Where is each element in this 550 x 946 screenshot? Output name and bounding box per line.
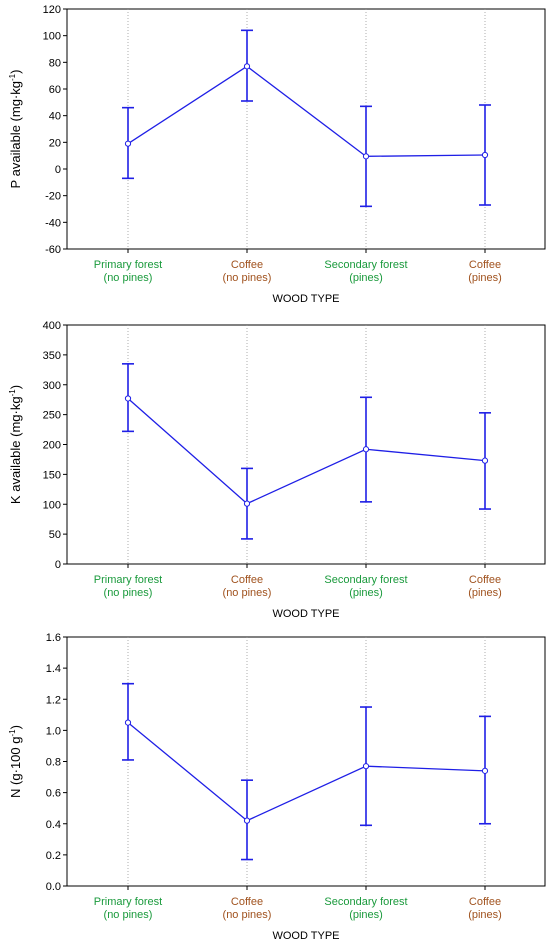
y-tick-label: 1.0 bbox=[46, 725, 61, 737]
x-axis-title: WOOD TYPE bbox=[272, 608, 339, 620]
plot-frame bbox=[66, 636, 546, 887]
x-category-sublabel: (pines) bbox=[349, 587, 383, 599]
x-category-label: Coffee bbox=[469, 896, 501, 908]
y-tick-label: 0.0 bbox=[46, 881, 61, 893]
y-tick-label: 350 bbox=[43, 350, 61, 362]
series-line bbox=[127, 398, 486, 505]
chart-panel-3: 0.0 0.2 0.4 0.6 0.8 1.0 1.2 1.4 1.6 Primary fores… bbox=[8, 632, 546, 942]
y-tick-label: 40 bbox=[49, 111, 61, 123]
data-point bbox=[243, 63, 251, 70]
y-tick-label: 100 bbox=[43, 31, 61, 43]
x-category-label: Secondary forest bbox=[324, 259, 407, 271]
x-category-sublabel: (no pines) bbox=[104, 587, 153, 599]
plot-frame bbox=[66, 324, 546, 565]
y-tick-label: 1.6 bbox=[46, 632, 61, 644]
y-axis-title: P available (mg·kg-1) bbox=[8, 70, 23, 189]
y-tick-label: 80 bbox=[49, 57, 61, 69]
y-axis-title: N (g·100 g-1) bbox=[8, 725, 23, 798]
y-tick-label: 1.2 bbox=[46, 694, 61, 706]
series-line bbox=[127, 65, 486, 157]
data-point bbox=[124, 719, 132, 726]
x-category-label: Secondary forest bbox=[324, 574, 407, 586]
data-point bbox=[481, 767, 489, 774]
y-tick-label: 20 bbox=[49, 137, 61, 149]
x-category-label: Primary forest bbox=[94, 574, 162, 586]
x-category-sublabel: (pines) bbox=[349, 272, 383, 284]
x-category-label: Coffee bbox=[231, 259, 263, 271]
y-tick-label: 200 bbox=[43, 440, 61, 452]
x-category-sublabel: (no pines) bbox=[104, 272, 153, 284]
data-point bbox=[362, 446, 370, 453]
y-tick-label: -60 bbox=[45, 244, 61, 256]
x-category-label: Coffee bbox=[469, 574, 501, 586]
y-tick-label: 0 bbox=[55, 559, 61, 571]
data-point bbox=[362, 763, 370, 770]
y-tick-label: 300 bbox=[43, 380, 61, 392]
x-category-label: Coffee bbox=[469, 259, 501, 271]
y-tick-label: 0.6 bbox=[46, 788, 61, 800]
y-tick-label: -40 bbox=[45, 217, 61, 229]
data-point bbox=[481, 151, 489, 159]
y-tick-label: 50 bbox=[49, 529, 61, 541]
x-category-sublabel: (pines) bbox=[468, 272, 502, 284]
plot-frame bbox=[66, 8, 546, 250]
y-tick-label: 0.4 bbox=[46, 819, 61, 831]
x-category-sublabel: (pines) bbox=[468, 909, 502, 921]
x-category-label: Secondary forest bbox=[324, 896, 407, 908]
y-tick-label: 120 bbox=[43, 4, 61, 16]
y-tick-label: 0.2 bbox=[46, 850, 61, 862]
x-axis-title: WOOD TYPE bbox=[272, 293, 339, 305]
x-category-sublabel: (no pines) bbox=[223, 587, 272, 599]
y-tick-label: 400 bbox=[43, 320, 61, 332]
y-tick-label: -20 bbox=[45, 191, 61, 203]
y-tick-label: 100 bbox=[43, 499, 61, 511]
x-category-label: Primary forest bbox=[94, 896, 162, 908]
series-line bbox=[127, 722, 486, 822]
y-axis-title: K available (mg·kg-1) bbox=[8, 385, 23, 504]
x-axis-title: WOOD TYPE bbox=[272, 930, 339, 942]
y-tick-label: 150 bbox=[43, 469, 61, 481]
x-category-label: Coffee bbox=[231, 574, 263, 586]
y-tick-label: 1.4 bbox=[46, 663, 61, 675]
y-tick-label: 250 bbox=[43, 410, 61, 422]
x-category-sublabel: (no pines) bbox=[223, 909, 272, 921]
y-tick-label: 0.8 bbox=[46, 757, 61, 769]
data-point bbox=[481, 457, 489, 464]
x-category-label: Coffee bbox=[231, 896, 263, 908]
y-tick-label: 60 bbox=[49, 84, 61, 96]
data-point bbox=[362, 153, 370, 160]
x-category-sublabel: (no pines) bbox=[104, 909, 153, 921]
x-category-sublabel: (pines) bbox=[468, 587, 502, 599]
data-point bbox=[243, 817, 251, 824]
y-tick-label: 0 bbox=[55, 164, 61, 176]
x-category-sublabel: (no pines) bbox=[223, 272, 272, 284]
data-point bbox=[124, 395, 132, 402]
x-category-label: Primary forest bbox=[94, 259, 162, 271]
data-point bbox=[243, 500, 251, 507]
x-category-sublabel: (pines) bbox=[349, 909, 383, 921]
data-point bbox=[124, 140, 132, 147]
